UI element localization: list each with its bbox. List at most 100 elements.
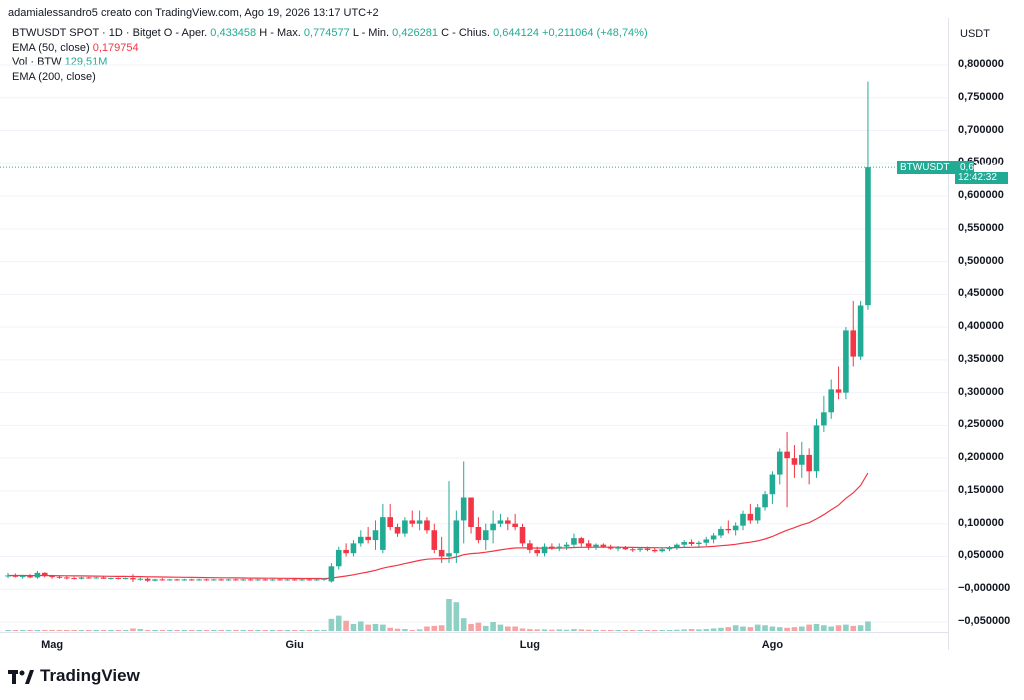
chart-attribution: adamialessandro5 creato con TradingView.… (8, 7, 379, 19)
volume-bar (335, 615, 342, 631)
price-unit-label: USDT (960, 28, 990, 40)
candle-body (600, 544, 607, 547)
candle-body (754, 507, 761, 521)
candle-body (144, 578, 151, 581)
volume-bar (262, 630, 269, 631)
price-chart[interactable] (0, 0, 948, 632)
candle-body (747, 513, 754, 521)
candle-body (740, 513, 746, 526)
candle-body (233, 579, 239, 581)
volume-bar (446, 599, 452, 631)
candle-body (313, 579, 320, 581)
time-tick-label: Giu (285, 639, 304, 651)
candle-body (122, 578, 129, 580)
candle-body (607, 546, 614, 549)
volume-bar (247, 630, 254, 631)
candle-body (372, 530, 379, 541)
candle-body (652, 549, 658, 552)
candle-body (622, 547, 629, 550)
candle-body (93, 577, 99, 579)
candle-body (71, 578, 77, 580)
volume-bar (460, 618, 467, 631)
candle-body (152, 579, 158, 581)
candle-body (291, 579, 298, 581)
volume-bar (93, 630, 99, 631)
price-tick-label: 0,500000 (958, 254, 1004, 267)
price-tick-label: 0,450000 (958, 287, 1004, 300)
volume-bar (710, 628, 717, 631)
candle-body (203, 579, 210, 581)
price-tick-label: 0,150000 (958, 483, 1004, 496)
candle-body (519, 526, 526, 544)
candle-body (56, 576, 63, 578)
volume-bar (813, 623, 820, 631)
candle-body (365, 536, 371, 541)
volume-bar (358, 621, 364, 631)
volume-bar (835, 625, 842, 631)
volume-bar (144, 630, 151, 631)
candle-body (791, 458, 798, 465)
volume-bar (799, 626, 805, 631)
candle-body (431, 530, 438, 550)
candle-body (394, 526, 401, 534)
volume-bar (159, 630, 166, 631)
volume-bar (299, 630, 305, 631)
ema200-row[interactable]: EMA (200, close) (12, 70, 648, 85)
candle-body (482, 530, 489, 541)
price-tick-label: 0,350000 (958, 352, 1004, 365)
volume-bar (225, 630, 232, 631)
candle-body (835, 389, 842, 393)
volume-bar (34, 630, 41, 631)
volume-bar (505, 626, 511, 631)
volume-bar (629, 630, 636, 631)
volume-bar (284, 630, 291, 631)
candle-body (34, 572, 41, 578)
price-tick-label: 0,600000 (958, 189, 1004, 202)
volume-bar (703, 629, 710, 631)
price-tick-label: 0,550000 (958, 221, 1004, 234)
volume-bar (791, 627, 798, 631)
volume-bar (725, 627, 732, 631)
tradingview-logo[interactable]: TradingView (8, 666, 140, 686)
price-tick-label: 0,400000 (958, 320, 1004, 333)
volume-bar (5, 630, 11, 631)
volume-bar (806, 624, 812, 631)
volume-bar (585, 629, 592, 631)
candle-body (211, 579, 217, 581)
volume-bar (718, 627, 724, 631)
volume-bar (865, 621, 871, 631)
candle-body (732, 525, 739, 531)
volume-bar (211, 630, 217, 631)
volume-bar (255, 630, 261, 631)
price-tick-label: −0,000000 (958, 582, 1011, 595)
close-value: 0,644124 (493, 27, 539, 39)
chart-header: adamialessandro5 creato con TradingView.… (8, 6, 379, 20)
volume-bar (108, 630, 114, 631)
candle-body (86, 577, 92, 579)
close-label: C - Chius. (441, 27, 490, 39)
badge-price: 0,644124 (960, 162, 1002, 173)
candle-body (512, 523, 518, 527)
candle-body (681, 542, 687, 545)
candle-body (188, 579, 195, 581)
volume-bar (64, 630, 70, 631)
volume-bar (269, 630, 276, 631)
candle-body (725, 528, 732, 531)
volume-bar (218, 630, 224, 631)
volume-bar (19, 630, 26, 631)
volume-bar (497, 624, 504, 631)
ohlc-row[interactable]: BTWUSDT SPOT · 1D · Bitget O - Aper. 0,4… (12, 26, 648, 41)
volume-bar (666, 630, 673, 631)
volume-bar (659, 630, 665, 631)
candle-body (696, 542, 702, 545)
ema50-row[interactable]: EMA (50, close) 0,179754 (12, 41, 648, 56)
volume-bar (769, 626, 776, 631)
price-tick-label: 0,250000 (958, 418, 1004, 431)
volume-bar (122, 630, 129, 631)
badge-symbol: BTWUSDT (897, 161, 956, 174)
volume-bar (578, 629, 585, 631)
volume-bar (380, 624, 386, 631)
candle-body (806, 454, 812, 472)
symbol-label: BTWUSDT SPOT · 1D · Bitget (12, 27, 161, 39)
candle-body (784, 451, 790, 459)
